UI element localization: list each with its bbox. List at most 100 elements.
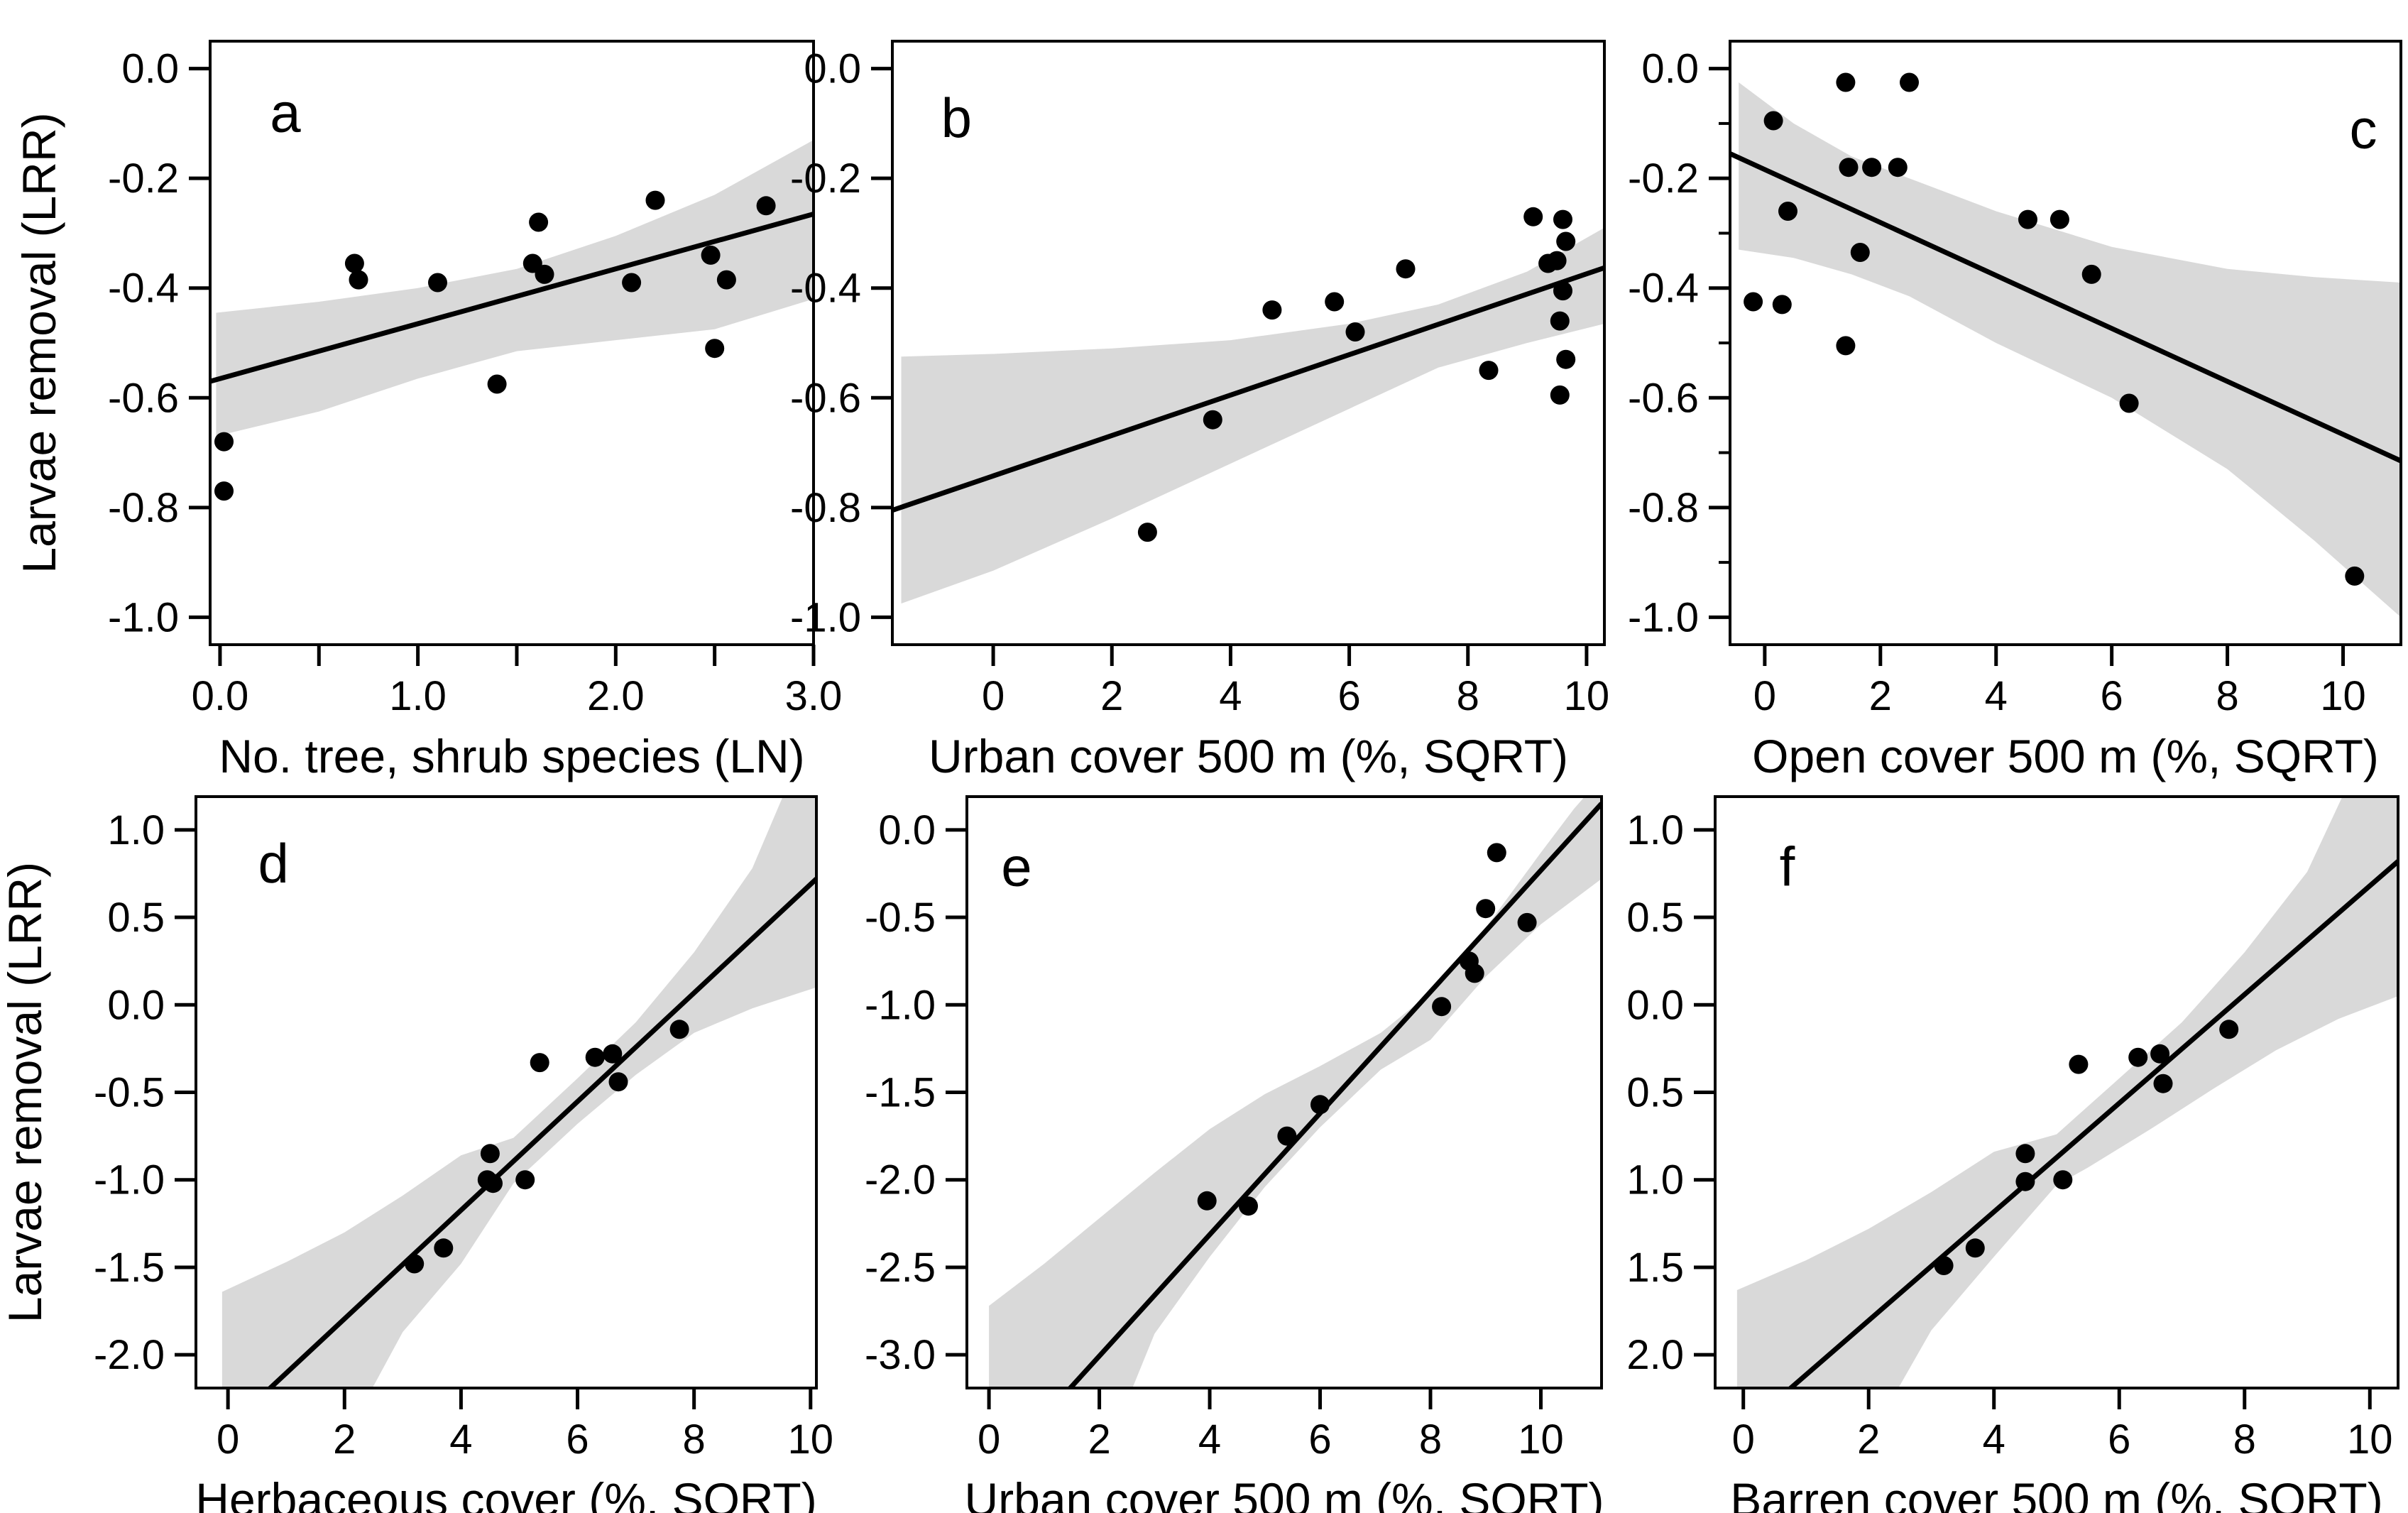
y-tick-label: -1.0 [94,1157,165,1203]
panel-a: 0.0 1.0 2.0 3.0 0.0 -0.2 -0.4 -0.6 -0.8 -1.0 a No. … [13,40,843,782]
x-tick-label: 0.0 [192,673,249,719]
x-tick-label: 0 [217,1416,239,1463]
panel-b: 0 2 4 6 8 10 0.0 -0.2 -0.4 -0.6 -0.8 -1.0 b Urban cov… [790,40,1609,782]
y-tick-label: -0.6 [790,375,861,421]
y-tick-label: -2.5 [865,1245,936,1291]
x-tick-label: 4 [1985,673,2008,719]
data-point [756,196,776,216]
data-point [1744,292,1763,312]
data-point [428,273,447,293]
x-tick-label: 4 [449,1416,472,1463]
data-point [1432,997,1452,1017]
y-tick-label: -0.6 [108,375,179,421]
confidence-band [216,140,814,437]
data-point [1778,202,1797,221]
confidence-band [1739,82,2401,618]
confidence-band [989,797,1602,1388]
regression-line [266,877,816,1388]
data-point [530,1053,549,1073]
regression-line [210,212,814,384]
x-axis-title: No. tree, shrub species (LN) [219,730,804,782]
data-point [349,270,368,290]
data-point [1277,1126,1297,1146]
x-tick-label: 0 [978,1416,1000,1463]
data-point [2119,393,2139,413]
x-tick-label: 2.0 [587,673,645,719]
x-axis-title: Open cover 500 m (%, SQRT) [1752,730,2379,782]
plot-border [891,40,1606,646]
panel-letter: b [941,87,972,149]
x-tick-label: 2 [1857,1416,1880,1463]
panel-d: 0 2 4 6 8 10 1.0 0.5 0.0 -0.5 -1.0 -1.5 -2.0 d Herbace… [0,795,834,1513]
data-point [2049,209,2069,229]
data-point [1197,1191,1217,1211]
y-tick-label: -0.8 [108,485,179,531]
panel-letter: a [270,82,301,144]
x-tick-label: 2 [1869,673,1892,719]
data-point [1556,231,1576,251]
x-tick-label: 6 [566,1416,589,1463]
data-point [716,270,736,290]
panel-letter: f [1780,836,1795,898]
confidence-band [221,797,816,1388]
data-point [1137,523,1157,542]
y-tick-label: 1.5 [1626,1245,1684,1291]
data-point [1487,843,1506,863]
y-tick-label: -0.8 [1628,485,1699,531]
regression-line [892,265,1604,513]
data-point [1523,207,1543,226]
data-point [2015,1171,2035,1191]
x-tick-label: 2 [1088,1416,1110,1463]
y-tick-label: -0.2 [108,155,179,202]
y-tick-label: -0.4 [790,266,861,312]
data-point [1965,1238,1985,1258]
data-point [1517,912,1537,932]
panel-f: 0 2 4 6 8 10 1.0 0.5 0.0 0.5 1.0 1.5 2.0 f Barren cove… [1626,795,2399,1513]
y-tick-label: -3.0 [865,1332,936,1378]
data-point [2345,566,2365,586]
y-tick-label: 1.0 [107,807,165,853]
data-point [2153,1074,2173,1093]
regression-line [1066,802,1602,1388]
data-point [608,1072,628,1092]
y-axis-title: Larvae removal (LRR) [0,862,51,1323]
regression-line [1787,859,2398,1388]
panel-letter: d [258,832,288,895]
y-tick-label: -2.0 [94,1332,165,1378]
data-point [2053,1170,2073,1190]
y-tick-label: 0.0 [1641,46,1699,92]
x-tick-label: 8 [1419,1416,1442,1463]
y-tick-label: 0.0 [107,982,165,1028]
data-point [585,1047,605,1067]
y-tick-label: -0.6 [1628,375,1699,421]
data-point [1934,1256,1954,1275]
data-point [529,212,549,232]
y-tick-label: 0.5 [107,895,165,941]
x-tick-label: 2 [1100,673,1123,719]
x-tick-label: 8 [2233,1416,2256,1463]
data-point [1839,158,1859,177]
y-tick-label: 2.0 [1626,1332,1684,1378]
data-point [1465,963,1484,983]
data-point [645,190,665,210]
data-point [405,1254,425,1274]
y-tick-label: -0.2 [790,155,861,202]
y-tick-label: -1.5 [865,1070,936,1116]
x-tick-label: 10 [788,1416,834,1463]
panel-letter: c [2350,98,2377,160]
x-tick-label: 0 [1732,1416,1755,1463]
data-point [1262,300,1282,320]
data-point [2128,1047,2148,1067]
y-tick-label: -1.0 [108,594,179,640]
data-point [1772,295,1792,315]
y-tick-label: 0.5 [1626,1070,1684,1116]
x-tick-label: 0 [982,673,1005,719]
x-tick-label: 8 [2216,673,2238,719]
data-point [603,1044,623,1064]
y-tick-label: -2.0 [865,1157,936,1203]
x-axis-title: Barren cover 500 m (%, SQRT) [1730,1473,2382,1513]
x-tick-label: 3.0 [785,673,843,719]
y-axis-title: Larvae removal (LRR) [13,112,65,573]
y-tick-label: -1.0 [790,594,861,640]
